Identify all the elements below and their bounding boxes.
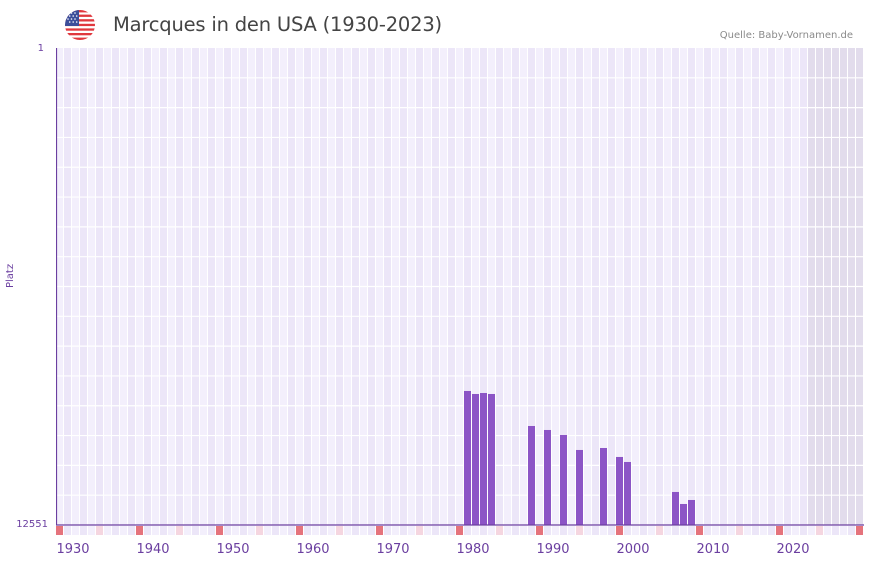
y-axis-top-label: 1 (37, 43, 44, 54)
bar-2000 (616, 456, 623, 525)
decade-marker (776, 526, 783, 535)
decade-marker (376, 526, 383, 535)
chart-title: Marcques in den USA (1930-2023) (113, 13, 442, 36)
bar-1993 (560, 434, 567, 525)
decade-marker (456, 526, 463, 535)
x-tick-label: 1980 (456, 542, 490, 557)
us-flag-icon (65, 10, 95, 40)
decade-marker (536, 526, 543, 535)
bar-2007 (672, 491, 679, 525)
decade-marker (696, 526, 703, 535)
bar-2009 (688, 499, 695, 525)
x-tick-label: 1970 (376, 542, 410, 557)
bar-1983 (480, 392, 487, 525)
x-tick-label: 1950 (216, 542, 250, 557)
y-axis-bottom-label: 12551 (16, 519, 48, 530)
bar-chart (56, 48, 864, 535)
bar-2001 (624, 461, 631, 525)
decade-marker (296, 526, 303, 535)
bar-1982 (472, 393, 479, 525)
x-tick-label: 1940 (136, 542, 170, 557)
bar-1991 (544, 429, 551, 525)
decade-marker (56, 526, 63, 535)
x-tick-label: 1990 (536, 542, 570, 557)
x-tick-label: 2010 (696, 542, 730, 557)
y-axis-title: Platz (5, 263, 16, 288)
source-credit: Quelle: Baby-Vornamen.de (719, 30, 853, 41)
decade-marker (216, 526, 223, 535)
bar-1981 (464, 390, 471, 525)
bar-1984 (488, 393, 495, 525)
decade-marker (136, 526, 143, 535)
bar-1989 (528, 425, 535, 525)
x-tick-label: 2000 (616, 542, 650, 557)
bar-2008 (680, 503, 687, 525)
x-tick-label: 1930 (56, 542, 90, 557)
bar-1998 (600, 447, 607, 525)
plot-area (56, 48, 864, 535)
decade-marker (616, 526, 623, 535)
decade-marker (856, 526, 863, 535)
x-tick-label: 1960 (296, 542, 330, 557)
x-tick-label: 2020 (776, 542, 810, 557)
bar-1995 (576, 449, 583, 525)
